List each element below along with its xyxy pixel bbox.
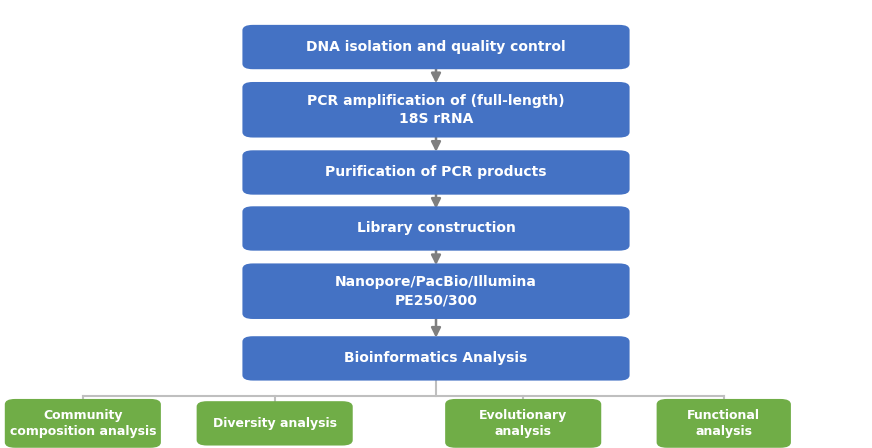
FancyBboxPatch shape	[445, 399, 601, 448]
FancyBboxPatch shape	[242, 336, 630, 381]
Text: Purification of PCR products: Purification of PCR products	[325, 165, 547, 180]
FancyBboxPatch shape	[196, 401, 352, 445]
FancyBboxPatch shape	[5, 399, 160, 448]
Text: Nanopore/PacBio/Illumina
PE250/300: Nanopore/PacBio/Illumina PE250/300	[335, 275, 537, 307]
FancyBboxPatch shape	[242, 82, 630, 138]
FancyBboxPatch shape	[242, 25, 630, 69]
Text: Bioinformatics Analysis: Bioinformatics Analysis	[344, 351, 528, 366]
FancyBboxPatch shape	[242, 151, 630, 194]
FancyBboxPatch shape	[657, 399, 791, 448]
Text: Evolutionary
analysis: Evolutionary analysis	[479, 409, 568, 438]
Text: Functional
analysis: Functional analysis	[687, 409, 760, 438]
Text: Library construction: Library construction	[357, 221, 515, 236]
Text: Community
composition analysis: Community composition analysis	[10, 409, 156, 438]
FancyBboxPatch shape	[242, 206, 630, 251]
Text: DNA isolation and quality control: DNA isolation and quality control	[306, 40, 566, 54]
FancyBboxPatch shape	[242, 263, 630, 319]
Text: PCR amplification of (full-length)
18S rRNA: PCR amplification of (full-length) 18S r…	[307, 94, 565, 126]
Text: Diversity analysis: Diversity analysis	[213, 417, 337, 430]
